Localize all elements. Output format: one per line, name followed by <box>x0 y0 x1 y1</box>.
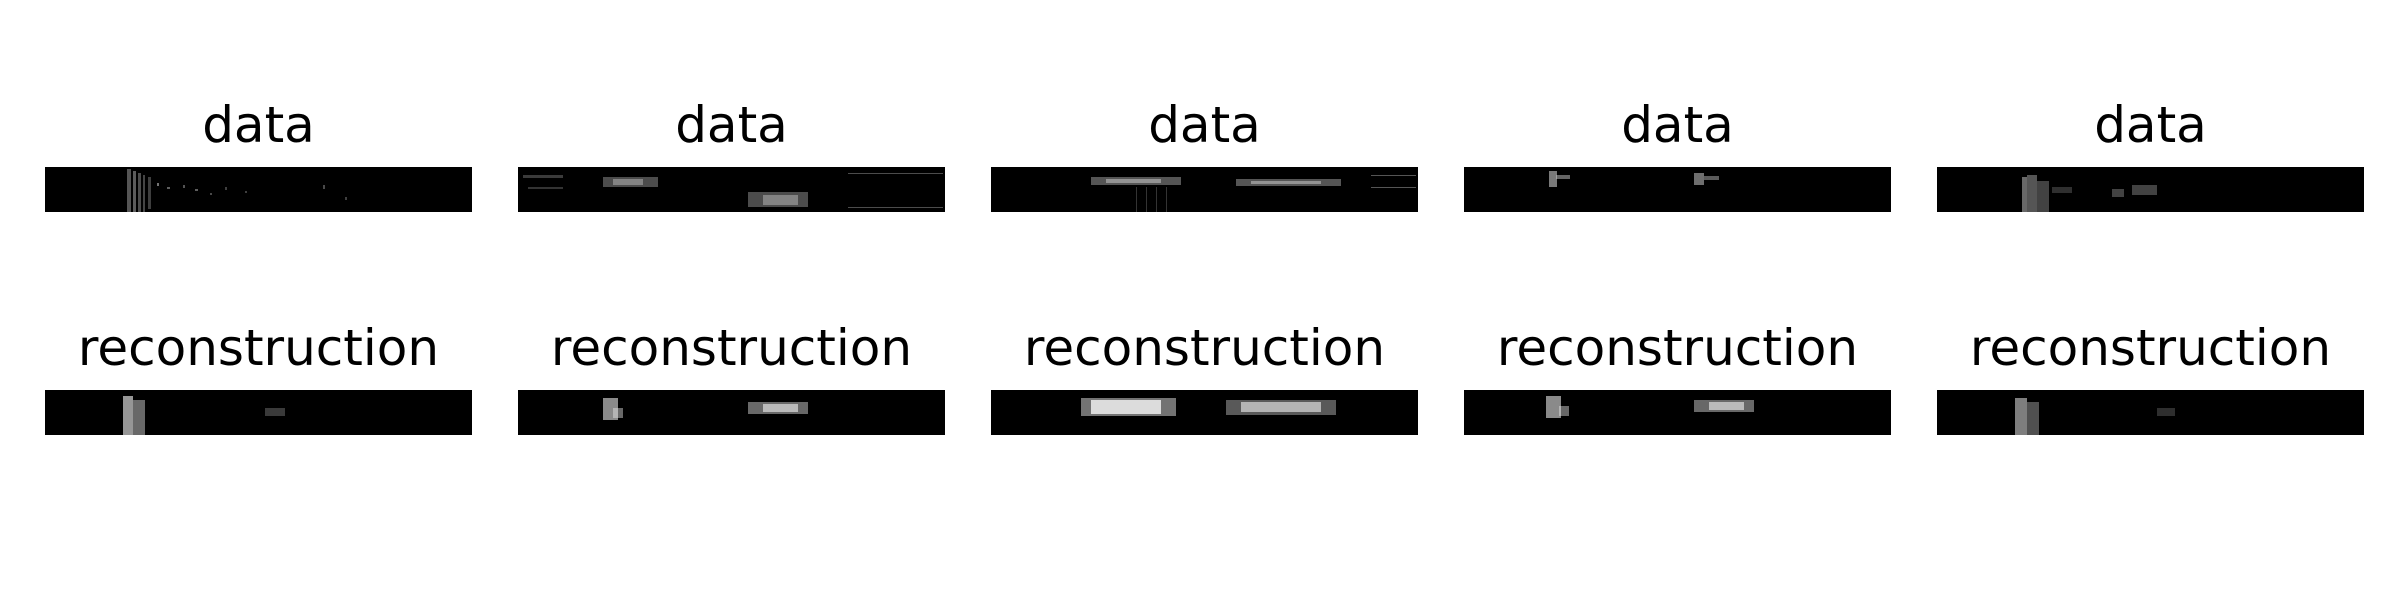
panel-title: data <box>2094 96 2207 154</box>
spectrogram-image <box>1464 390 1891 435</box>
panel-title: reconstruction <box>1023 319 1386 377</box>
spectrogram-image <box>518 390 945 435</box>
panel-title: data <box>1621 96 1734 154</box>
panel-title: reconstruction <box>1969 319 2332 377</box>
panel-title: data <box>1148 96 1261 154</box>
spectrogram-image <box>1937 390 2364 435</box>
spectrogram-image <box>45 390 472 435</box>
spectrogram-image <box>1464 167 1891 212</box>
panel-title: data <box>202 96 315 154</box>
panel-title: data <box>675 96 788 154</box>
panel-title: reconstruction <box>550 319 913 377</box>
spectrogram-image <box>991 167 1418 212</box>
spectrogram-image <box>991 390 1418 435</box>
panel-title: reconstruction <box>77 319 440 377</box>
spectrogram-image <box>518 167 945 212</box>
panel-title: reconstruction <box>1496 319 1859 377</box>
spectrogram-image <box>1937 167 2364 212</box>
spectrogram-image <box>45 167 472 212</box>
